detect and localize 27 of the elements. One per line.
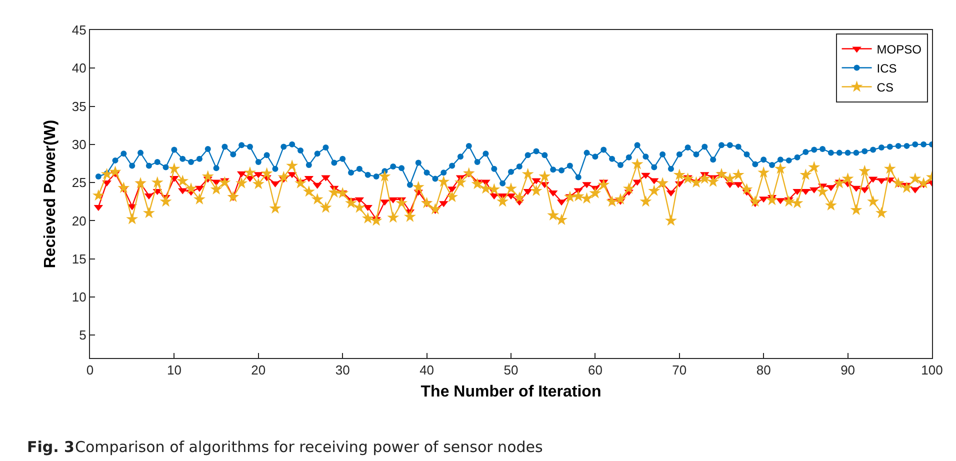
y-tick-label: 40 bbox=[72, 60, 86, 76]
y-tick-label: 35 bbox=[72, 98, 86, 114]
x-tick-label: 50 bbox=[504, 362, 518, 378]
y-tick-label: 20 bbox=[72, 213, 86, 228]
caption: Fig. 3 bbox=[27, 438, 74, 456]
y-axis-title: Recieved Power(W) bbox=[42, 120, 59, 268]
x-tick-label: 10 bbox=[166, 362, 182, 378]
x-tick-label: 30 bbox=[335, 362, 350, 378]
y-tick-label: 5 bbox=[79, 328, 86, 343]
x-tick-label: 80 bbox=[756, 362, 771, 378]
legend-label: MOPSO bbox=[876, 42, 922, 56]
y-tick-label: 15 bbox=[72, 251, 86, 266]
x-tick-label: 70 bbox=[672, 362, 687, 378]
text: Comparison of algorithms for receiving power of sensor nodes bbox=[75, 438, 543, 456]
x-tick-label: 0 bbox=[86, 362, 94, 378]
x-tick-label: 90 bbox=[840, 362, 856, 378]
y-tick-label: 30 bbox=[72, 136, 86, 152]
x-tick-label: 100 bbox=[921, 362, 943, 378]
x-tick-label: 40 bbox=[420, 362, 434, 378]
y-tick-label: 25 bbox=[72, 175, 86, 190]
y-tick-label: 45 bbox=[72, 22, 86, 38]
legend-label: CS bbox=[876, 80, 894, 94]
x-axis-title: The Number of Iteration bbox=[420, 383, 602, 400]
x-tick-label: 20 bbox=[251, 362, 266, 378]
y-tick-label: 10 bbox=[72, 290, 86, 305]
x-tick-label: 60 bbox=[588, 362, 602, 378]
legend-label: ICS bbox=[876, 61, 897, 76]
